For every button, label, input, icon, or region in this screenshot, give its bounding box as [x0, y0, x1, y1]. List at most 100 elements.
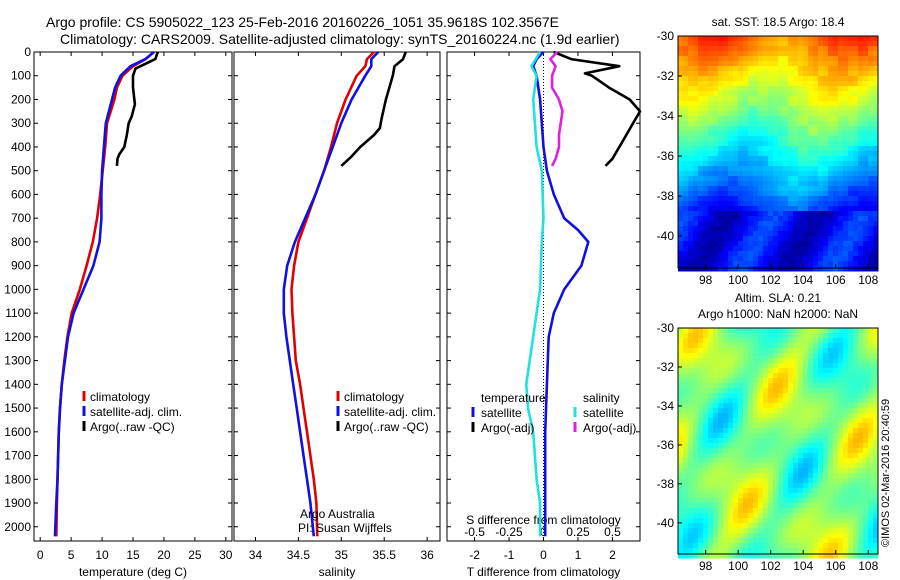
map-cell [743, 141, 749, 147]
map-cell [778, 216, 784, 222]
map-cell [728, 478, 734, 484]
map-cell [698, 56, 704, 62]
map-cell [778, 51, 784, 57]
map-cell [808, 126, 814, 132]
map-cell [838, 468, 844, 474]
map-cell [703, 186, 709, 192]
map-cell [728, 131, 734, 137]
map-cell [843, 76, 849, 82]
map-cell [858, 538, 864, 544]
map-cell [713, 81, 719, 87]
map-cell [868, 266, 874, 272]
map-cell [688, 196, 694, 202]
map-cell [838, 66, 844, 72]
map-cell [678, 483, 684, 489]
map-y-tick-label: -40 [657, 229, 675, 243]
map-cell [683, 91, 689, 97]
map-cell [748, 116, 754, 122]
map-cell [783, 256, 789, 262]
map-cell [778, 206, 784, 212]
map-cell [703, 136, 709, 142]
map-cell [683, 443, 689, 449]
map-cell [763, 181, 769, 187]
map-cell [848, 91, 854, 97]
map-cell [863, 41, 869, 47]
map-cell [793, 136, 799, 142]
map-cell [783, 358, 789, 364]
map-cell [818, 503, 824, 509]
map-cell [868, 403, 874, 409]
map-cell [738, 96, 744, 102]
map-cell [798, 523, 804, 529]
map-cell [823, 156, 829, 162]
map-cell [838, 378, 844, 384]
map-cell [808, 91, 814, 97]
map-cell [803, 111, 809, 117]
map-cell [758, 201, 764, 207]
map-cell [793, 151, 799, 157]
map-cell [773, 543, 779, 549]
map-cell [723, 513, 729, 519]
map-cell [773, 338, 779, 344]
map-cell [688, 241, 694, 247]
map-cell [743, 266, 749, 272]
map-cell [683, 171, 689, 177]
map-cell [738, 358, 744, 364]
map-cell [778, 523, 784, 529]
map-cell [738, 528, 744, 534]
map-cell [698, 51, 704, 57]
map-cell [803, 146, 809, 152]
map-cell [693, 246, 699, 252]
map-cell [843, 548, 849, 554]
map-cell [843, 261, 849, 267]
map-cell [693, 483, 699, 489]
map-cell [803, 256, 809, 262]
map-cell [748, 543, 754, 549]
map-cell [768, 483, 774, 489]
map-cell [723, 116, 729, 122]
map-cell [678, 333, 684, 339]
map-cell [843, 236, 849, 242]
map-cell [853, 191, 859, 197]
map-cell [798, 328, 804, 334]
map-cell [753, 408, 759, 414]
map-cell [843, 538, 849, 544]
map-cell [698, 156, 704, 162]
map-cell [813, 131, 819, 137]
map-cell [728, 211, 734, 217]
map-cell [863, 438, 869, 444]
map-cell [858, 126, 864, 132]
map-cell [698, 116, 704, 122]
map-cell [723, 508, 729, 514]
map-cell [718, 236, 724, 242]
map-cell [863, 428, 869, 434]
map-cell [803, 398, 809, 404]
map-cell [753, 328, 759, 334]
map-cell [803, 533, 809, 539]
map-cell [728, 548, 734, 554]
map-cell [723, 71, 729, 77]
map-x-tick-label: 102 [761, 559, 781, 573]
map-cell [848, 423, 854, 429]
map-cell [863, 196, 869, 202]
map-cell [728, 528, 734, 534]
map-cell [823, 473, 829, 479]
map-cell [793, 358, 799, 364]
map-cell [708, 186, 714, 192]
map-cell [708, 171, 714, 177]
map-cell [703, 221, 709, 227]
map-cell [788, 348, 794, 354]
map-cell [723, 428, 729, 434]
map-cell [808, 216, 814, 222]
map-cell [788, 373, 794, 379]
map-cell [753, 111, 759, 117]
map-cell [743, 448, 749, 454]
map-cell [828, 433, 834, 439]
map-cell [718, 66, 724, 72]
map-cell [793, 36, 799, 42]
map-cell [743, 161, 749, 167]
map-cell [858, 161, 864, 167]
map-cell [688, 453, 694, 459]
credit-text: ©IMOS 02-Mar-2016 20:40:59 [880, 399, 892, 547]
map-cell [743, 216, 749, 222]
